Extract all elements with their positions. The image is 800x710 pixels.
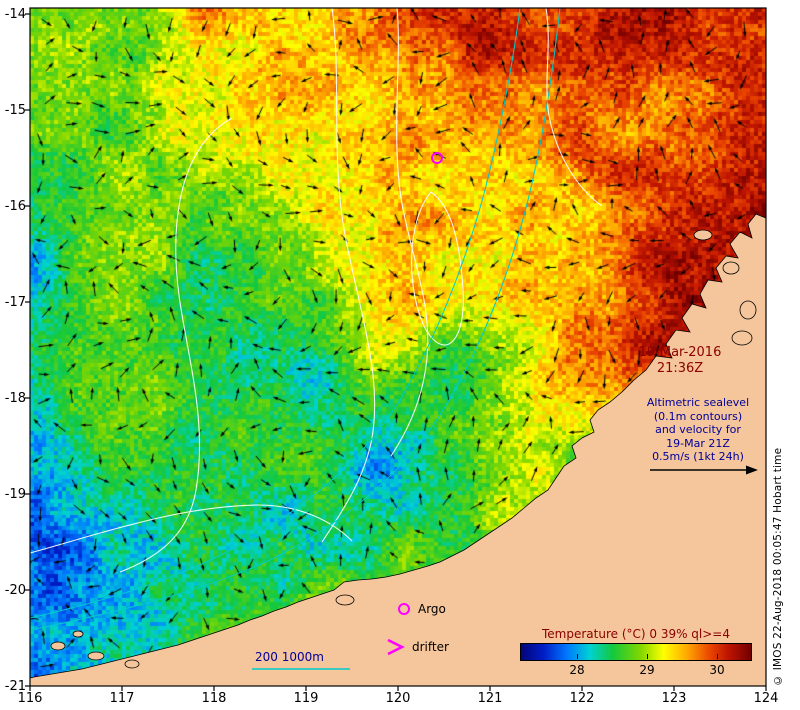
argo-label: Argo [418, 602, 446, 616]
x-axis-label: 123 [661, 691, 687, 706]
y-axis-label: -17 [4, 295, 26, 310]
colorbar-tick-label: 29 [639, 663, 655, 677]
isobath-legend-label: 200 1000m [255, 650, 324, 664]
y-axis-label: -20 [4, 583, 26, 598]
date-label: 19-Mar-2016 [638, 345, 722, 360]
colorbar-tick [717, 654, 718, 659]
timestamp-block: 19-Mar-2016 21:36Z [618, 345, 742, 377]
altimetric-note-line: (0.1m contours) [653, 409, 743, 423]
altimetric-note-line: 19-Mar 21Z [666, 436, 730, 450]
x-axis-label: 122 [569, 691, 595, 706]
copyright-vertical-label: © IMOS 22-Aug-2018 00:05:47 Hobart time [772, 447, 784, 686]
y-axis-label: -15 [4, 103, 26, 118]
x-axis-label: 120 [385, 691, 411, 706]
altimetric-note: Altimetric sealevel (0.1m contours) and … [623, 396, 773, 464]
time-label: 21:36Z [656, 361, 704, 376]
colorbar-gradient [520, 643, 752, 661]
colorbar-tick-label: 30 [709, 663, 725, 677]
x-axis-label: 117 [109, 691, 135, 706]
x-axis-label: 121 [477, 691, 503, 706]
x-axis-label: 124 [753, 691, 779, 706]
colorbar-title: Temperature (°C) 0 39% ql>=4 [541, 627, 730, 641]
altimetric-note-line: Altimetric sealevel [646, 396, 750, 409]
y-axis-label: -21 [4, 679, 26, 694]
y-axis-label: -19 [4, 487, 26, 502]
colorbar-tick-label: 28 [569, 663, 585, 677]
y-axis-label: -16 [4, 199, 26, 214]
y-axis-label: -18 [4, 391, 26, 406]
altimetric-note-line: and velocity for [655, 423, 741, 436]
x-axis-label: 116 [17, 691, 43, 706]
colorbar-tick [647, 654, 648, 659]
altimetric-note-line: 0.5m/s (1kt 24h) [652, 450, 744, 463]
x-axis-label: 118 [201, 691, 227, 706]
drifter-label: drifter [412, 640, 449, 654]
x-axis-label: 119 [293, 691, 319, 706]
y-axis-label: -14 [4, 7, 26, 22]
colorbar-tick [577, 654, 578, 659]
